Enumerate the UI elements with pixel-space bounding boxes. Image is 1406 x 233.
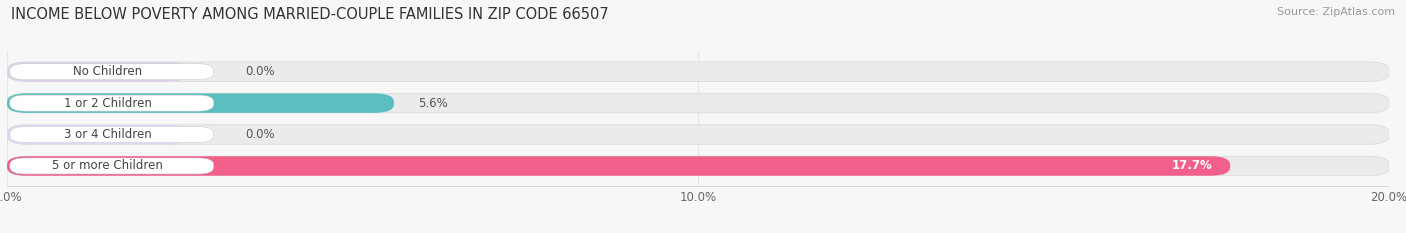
Text: No Children: No Children [73, 65, 142, 78]
FancyBboxPatch shape [7, 62, 1389, 81]
FancyBboxPatch shape [7, 93, 1389, 113]
Text: 5.6%: 5.6% [418, 97, 449, 110]
FancyBboxPatch shape [7, 93, 394, 113]
Text: 3 or 4 Children: 3 or 4 Children [63, 128, 152, 141]
Text: 1 or 2 Children: 1 or 2 Children [63, 97, 152, 110]
FancyBboxPatch shape [10, 95, 214, 111]
Text: 0.0%: 0.0% [246, 128, 276, 141]
FancyBboxPatch shape [7, 156, 1389, 176]
Text: 17.7%: 17.7% [1173, 159, 1213, 172]
FancyBboxPatch shape [7, 125, 190, 144]
FancyBboxPatch shape [7, 62, 190, 81]
Text: Source: ZipAtlas.com: Source: ZipAtlas.com [1277, 7, 1395, 17]
FancyBboxPatch shape [10, 127, 214, 143]
FancyBboxPatch shape [7, 156, 1230, 176]
FancyBboxPatch shape [7, 125, 1389, 144]
Text: 0.0%: 0.0% [246, 65, 276, 78]
Text: 5 or more Children: 5 or more Children [52, 159, 163, 172]
Text: INCOME BELOW POVERTY AMONG MARRIED-COUPLE FAMILIES IN ZIP CODE 66507: INCOME BELOW POVERTY AMONG MARRIED-COUPL… [11, 7, 609, 22]
FancyBboxPatch shape [10, 158, 214, 174]
FancyBboxPatch shape [10, 64, 214, 80]
